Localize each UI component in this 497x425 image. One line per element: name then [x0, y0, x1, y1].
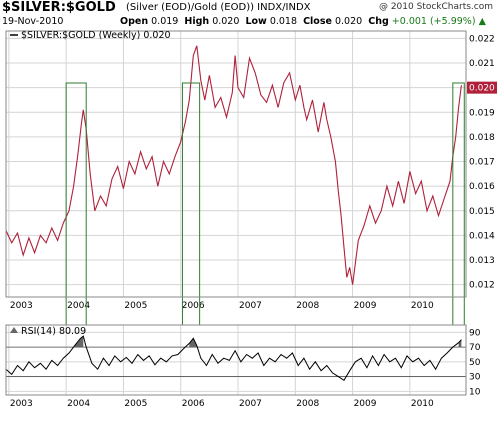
price-y-tick-label: 0.018 — [469, 133, 495, 143]
rsi-x-tick-label: 2008 — [296, 399, 319, 409]
rsi-series-line — [5, 335, 462, 382]
rsi-y-tick-label: 70 — [469, 343, 481, 353]
price-plot-area — [6, 31, 466, 297]
chg-value: +0.001 (+5.99%) — [391, 16, 476, 27]
high-label: High — [184, 16, 210, 27]
rsi-x-tick-label: 2003 — [10, 399, 33, 409]
rsi-frame — [5, 324, 467, 396]
low-value: 0.018 — [269, 16, 298, 27]
price-last-value-marker — [467, 81, 497, 94]
price-y-tick-label: 0.015 — [469, 207, 495, 217]
open-value: 0.019 — [151, 16, 179, 27]
price-y-tick-label: 0.013 — [469, 256, 495, 266]
chg-up-icon: ▲ — [478, 16, 486, 27]
rsi-y-tick-label: 10 — [469, 387, 481, 397]
rsi-overbought-fill — [74, 336, 84, 348]
rsi-legend-icon — [10, 327, 18, 333]
close-value: 0.020 — [334, 16, 363, 27]
symbol-description: (Silver (EOD)/Gold (EOD)) INDX/INDX — [126, 2, 311, 13]
low-label: Low — [245, 16, 267, 27]
price-x-tick-label: 2007 — [239, 301, 262, 311]
symbol-title: $SILVER:$GOLD — [2, 0, 116, 15]
open-label: Open — [120, 16, 149, 27]
price-x-tick-label: 2004 — [67, 301, 90, 311]
price-last-value-label: 0.020 — [469, 84, 495, 94]
rsi-y-tick-label: 90 — [469, 328, 481, 338]
rsi-x-tick-label: 2007 — [239, 399, 262, 409]
quote-date: 19-Nov-2010 — [2, 16, 64, 27]
price-series-line — [5, 45, 462, 285]
copyright-notice: @ 2010 StockCharts.com — [378, 2, 493, 12]
price-x-tick-label: 2003 — [10, 301, 33, 311]
rsi-overbought-fill — [458, 339, 462, 348]
high-value: 0.020 — [212, 16, 240, 27]
price-legend-label: $SILVER:$GOLD (Weekly) 0.020 — [21, 30, 171, 41]
rsi-x-tick-label: 2005 — [124, 399, 147, 409]
rsi-x-tick-label: 2010 — [411, 399, 434, 409]
price-y-tick-label: 0.021 — [469, 59, 495, 69]
rsi-x-tick-label: 2009 — [354, 399, 377, 409]
price-x-tick-label: 2010 — [411, 301, 434, 311]
price-x-tick-label: 2008 — [296, 301, 319, 311]
price-x-tick-label: 2005 — [124, 301, 147, 311]
price-y-tick-label: 0.014 — [469, 231, 495, 241]
quote-summary: Open 0.019 High 0.020 Low 0.018 Close 0.… — [120, 16, 486, 27]
price-y-tick-label: 0.019 — [469, 108, 495, 118]
chg-label: Chg — [368, 16, 389, 27]
close-label: Close — [303, 16, 332, 27]
rsi-y-tick-label: 30 — [469, 373, 481, 383]
rsi-x-tick-label: 2006 — [182, 399, 205, 409]
price-x-tick-label: 2009 — [354, 301, 377, 311]
price-y-tick-label: 0.017 — [469, 158, 495, 168]
rsi-overbought-fill — [189, 338, 197, 348]
price-x-tick-label: 2006 — [182, 301, 205, 311]
rsi-y-tick-label: 50 — [469, 358, 481, 368]
rsi-legend-label: RSI(14) 80.09 — [21, 326, 86, 337]
rsi-x-tick-label: 2004 — [67, 399, 90, 409]
price-y-tick-label: 0.016 — [469, 182, 495, 192]
price-y-tick-label: 0.022 — [469, 34, 495, 44]
price-y-tick-label: 0.012 — [469, 281, 495, 291]
price-frame — [5, 30, 467, 298]
